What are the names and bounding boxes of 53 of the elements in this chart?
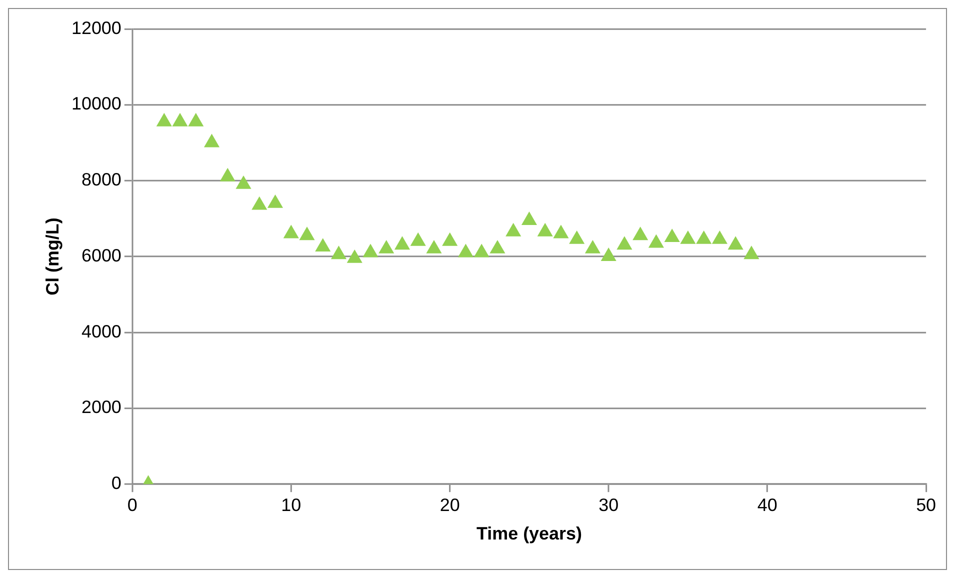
point <box>632 226 648 240</box>
point <box>553 224 569 238</box>
point <box>267 194 284 208</box>
y-tick-label: 10000 <box>71 94 122 114</box>
point <box>506 222 522 236</box>
point <box>172 112 188 126</box>
point <box>346 249 362 263</box>
point <box>188 112 204 126</box>
point <box>521 212 537 225</box>
point <box>394 236 410 250</box>
point <box>236 175 252 189</box>
x-tick-label: 50 <box>916 494 936 515</box>
point <box>252 196 268 210</box>
y-tick-label: 12000 <box>71 18 122 38</box>
point <box>315 238 331 252</box>
point <box>712 230 728 244</box>
x-tick-label: 40 <box>757 494 778 515</box>
y-tick-label: 2000 <box>81 397 122 418</box>
point <box>330 246 347 260</box>
point <box>490 240 506 254</box>
x-tick-label: 0 <box>127 494 138 515</box>
point <box>584 240 600 254</box>
point <box>458 244 474 258</box>
point <box>204 134 220 148</box>
point <box>600 248 616 261</box>
point <box>442 232 458 246</box>
point <box>696 230 712 244</box>
point <box>283 224 299 238</box>
y-axis-title: Cl (mg/L) <box>42 218 63 296</box>
x-axis-title: Time (years) <box>476 523 582 544</box>
x-tick-label: 30 <box>598 494 619 515</box>
y-tick-label: 4000 <box>81 321 122 342</box>
point <box>569 230 585 244</box>
point <box>616 236 632 250</box>
point <box>378 240 394 254</box>
point <box>426 240 442 254</box>
point <box>410 232 426 246</box>
y-tick-label: 6000 <box>81 245 122 266</box>
point <box>664 228 680 242</box>
point <box>728 236 744 250</box>
y-tick-label: 8000 <box>81 170 122 190</box>
y-tick-label: 0 <box>111 473 122 494</box>
point <box>362 244 378 258</box>
x-tick-label: 10 <box>281 494 302 515</box>
point <box>474 244 490 258</box>
point <box>744 246 760 260</box>
point <box>299 226 315 240</box>
point <box>220 168 236 182</box>
x-tick-label: 20 <box>440 494 460 515</box>
point <box>648 234 664 248</box>
point <box>156 112 172 126</box>
point <box>537 222 553 236</box>
point <box>680 230 696 244</box>
